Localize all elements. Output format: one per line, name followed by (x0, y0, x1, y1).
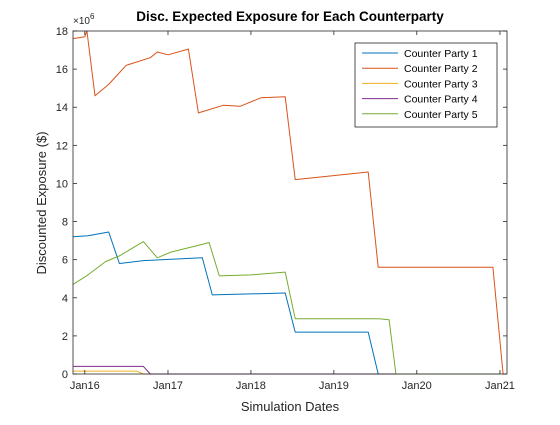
legend-label-1: Counter Party 1 (404, 48, 478, 60)
axes-box (72, 30, 508, 375)
legend-label-4: Counter Party 4 (404, 94, 478, 106)
series-line-1 (72, 231, 500, 375)
series-line-2 (72, 30, 507, 375)
legend-label-5: Counter Party 5 (404, 109, 478, 121)
y-tick-label: 14 (56, 102, 68, 114)
x-axis-label: Simulation Dates (241, 399, 340, 414)
y-tick-label: 18 (56, 26, 68, 38)
y-tick-label: 16 (56, 64, 68, 76)
y-axis-exponent-base: ×10 (73, 16, 90, 27)
x-tick-label: Jan21 (485, 380, 515, 392)
y-axis-exponent: ×106 (73, 12, 95, 27)
x-tick-label: Jan17 (153, 380, 183, 392)
y-tick-label: 8 (62, 217, 68, 229)
y-tick-label: 6 (62, 255, 68, 267)
chart-title: Disc. Expected Exposure for Each Counter… (136, 9, 444, 24)
y-tick-label: 10 (56, 178, 68, 190)
y-tick-label: 12 (56, 140, 68, 152)
y-axis-exponent-power: 6 (90, 12, 95, 21)
x-tick-label: Jan18 (236, 380, 266, 392)
y-tick-label: 4 (62, 293, 68, 305)
x-tick-label: Jan16 (70, 380, 100, 392)
legend-box (354, 42, 498, 128)
legend-label-3: Counter Party 3 (404, 78, 478, 90)
legend-label-2: Counter Party 2 (404, 63, 478, 75)
x-tick-label: Jan19 (319, 380, 349, 392)
y-tick-label: 2 (62, 331, 68, 343)
y-tick-label: 0 (62, 369, 68, 381)
x-tick-label: Jan20 (402, 380, 432, 392)
y-axis-label: Discounted Exposure ($) (34, 131, 49, 274)
series-line-5 (72, 241, 500, 375)
